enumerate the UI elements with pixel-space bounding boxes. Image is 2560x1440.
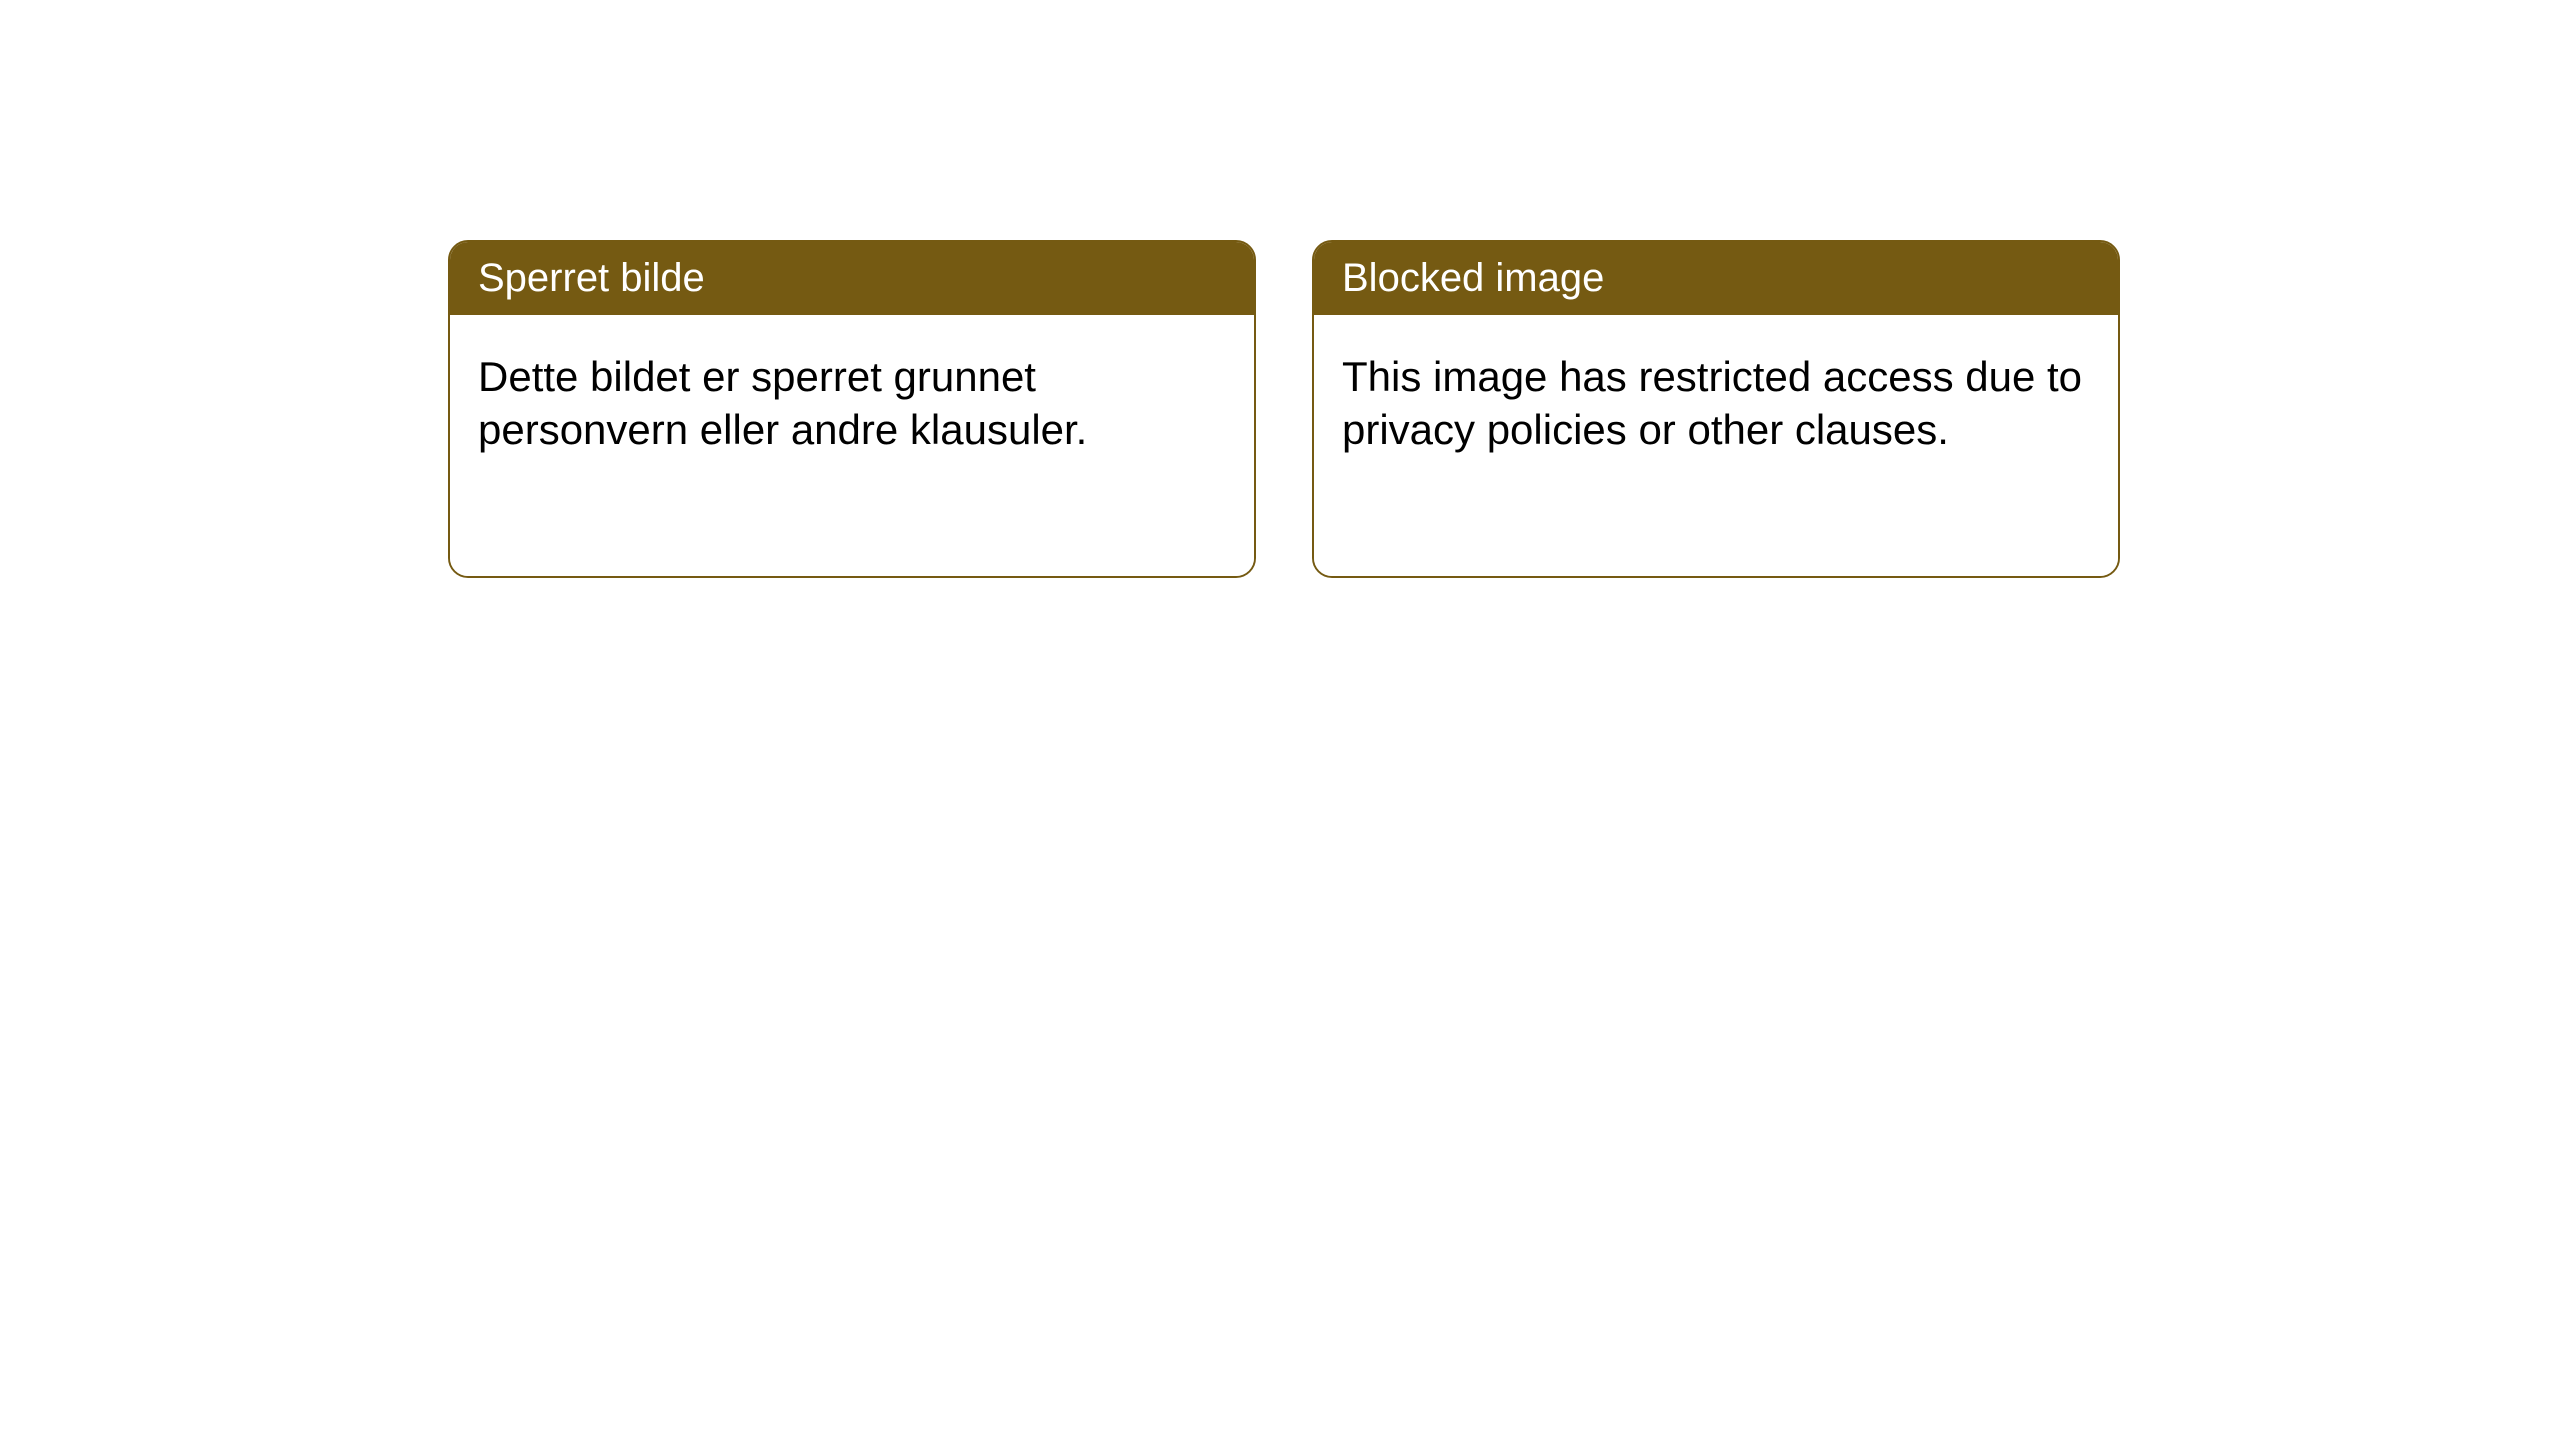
notice-cards-container: Sperret bilde Dette bildet er sperret gr…	[448, 240, 2120, 578]
card-header-norwegian: Sperret bilde	[450, 242, 1254, 315]
card-title: Blocked image	[1342, 256, 1604, 300]
card-header-english: Blocked image	[1314, 242, 2118, 315]
blocked-image-card-english: Blocked image This image has restricted …	[1312, 240, 2120, 578]
card-body-english: This image has restricted access due to …	[1314, 315, 2118, 576]
card-message: This image has restricted access due to …	[1342, 351, 2090, 456]
blocked-image-card-norwegian: Sperret bilde Dette bildet er sperret gr…	[448, 240, 1256, 578]
card-message: Dette bildet er sperret grunnet personve…	[478, 351, 1226, 456]
card-title: Sperret bilde	[478, 256, 705, 300]
card-body-norwegian: Dette bildet er sperret grunnet personve…	[450, 315, 1254, 576]
